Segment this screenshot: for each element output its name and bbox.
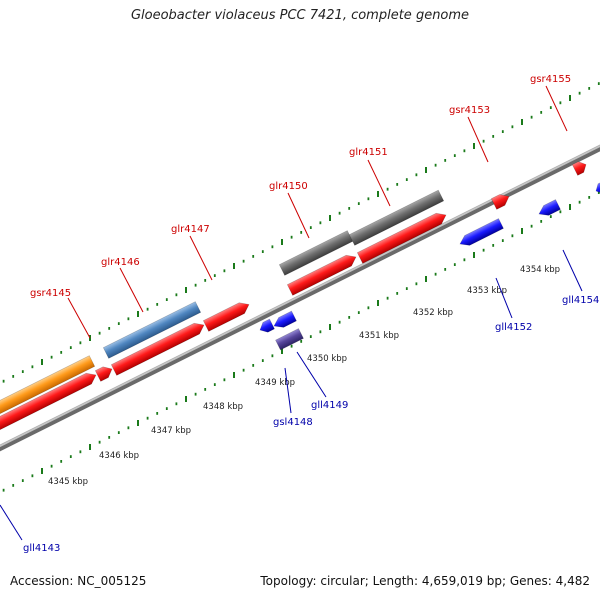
lower-scale-track — [2, 191, 600, 492]
scale-label: 4346 kbp — [99, 451, 139, 461]
red-cds-feature — [571, 161, 587, 176]
steelblue-feature — [102, 301, 202, 359]
steelblue-feature-shape — [102, 301, 202, 359]
scale-label: 4350 kbp — [307, 354, 347, 364]
reverse-gene-leader — [0, 504, 23, 541]
red-cds-feature — [110, 322, 205, 376]
red-cds-feature-shape — [286, 254, 357, 296]
scale-label: 4353 kbp — [467, 286, 507, 296]
scale-label: 4349 kbp — [255, 378, 295, 388]
red-cds-feature-shape — [94, 366, 113, 382]
reverse-gene-label: gll4154 — [562, 295, 599, 306]
red-cds-feature-shape — [571, 161, 587, 176]
forward-gene-leader — [287, 192, 310, 239]
red-cds-feature — [0, 372, 97, 434]
red-cds-feature-shape — [110, 322, 205, 376]
red-cds-feature-shape — [490, 194, 510, 210]
red-cds-feature — [356, 212, 447, 264]
reverse-gene-label: gll4149 — [311, 400, 348, 411]
scale-label: 4348 kbp — [203, 402, 243, 412]
orange-feature-shape — [0, 355, 96, 418]
forward-gene-leader — [467, 116, 489, 163]
gray-feature-shape — [348, 189, 445, 246]
topology-info: Topology: circular; Length: 4,659,019 bp… — [260, 574, 590, 588]
red-cds-feature-shape — [202, 302, 250, 332]
forward-gene-leader — [367, 159, 391, 207]
forward-gene-leader — [189, 235, 213, 281]
forward-gene-label: glr4147 — [171, 224, 210, 235]
blue-cds-feature — [259, 318, 275, 333]
blue-cds-feature — [595, 180, 600, 194]
red-cds-feature — [286, 254, 357, 296]
forward-gene-leader — [119, 267, 144, 313]
blue-cds-feature-shape — [273, 310, 297, 328]
forward-gene-label: gsr4145 — [30, 288, 71, 299]
blue-cds-feature-shape — [595, 180, 600, 194]
red-cds-feature — [490, 194, 510, 210]
orange-feature — [0, 355, 96, 418]
map-title: Gloeobacter violaceus PCC 7421, complete… — [130, 8, 470, 23]
red-cds-feature-shape — [0, 372, 97, 434]
forward-gene-label: gsr4153 — [449, 105, 490, 116]
scale-label: 4345 kbp — [48, 477, 88, 487]
red-cds-feature-shape — [356, 212, 447, 264]
forward-gene-label: glr4151 — [349, 147, 388, 158]
blue-cds-feature-shape — [538, 199, 561, 216]
purple-feature-shape — [275, 328, 304, 351]
reverse-gene-leader — [284, 367, 292, 414]
red-cds-feature — [202, 302, 250, 332]
reverse-gene-leader — [562, 249, 583, 292]
reverse-gene-leader — [296, 351, 327, 398]
gray-feature — [348, 189, 445, 246]
accession-info: Accession: NC_005125 — [10, 574, 147, 588]
blue-cds-feature — [273, 310, 297, 328]
scale-label: 4351 kbp — [359, 331, 399, 341]
scale-label: 4354 kbp — [520, 265, 560, 275]
forward-gene-label: gsr4155 — [530, 74, 571, 85]
forward-gene-leader — [67, 297, 91, 339]
upper-scale-track — [2, 82, 600, 383]
blue-cds-feature-shape — [259, 318, 275, 333]
genome-backbone-highlight — [0, 144, 600, 448]
reverse-gene-leader — [495, 277, 513, 319]
scale-label: 4352 kbp — [413, 308, 453, 318]
reverse-gene-label: gll4143 — [23, 543, 60, 554]
blue-cds-feature — [459, 218, 504, 246]
red-cds-feature — [94, 366, 113, 382]
genome-backbone — [0, 144, 600, 452]
forward-gene-leader — [545, 85, 568, 132]
purple-feature — [275, 328, 304, 351]
blue-cds-feature — [538, 199, 561, 216]
forward-gene-label: glr4150 — [269, 181, 308, 192]
blue-cds-feature-shape — [459, 218, 504, 246]
reverse-gene-label: gll4152 — [495, 322, 532, 333]
reverse-gene-label: gsl4148 — [273, 417, 313, 428]
scale-label: 4347 kbp — [151, 426, 191, 436]
forward-gene-label: glr4146 — [101, 257, 140, 268]
